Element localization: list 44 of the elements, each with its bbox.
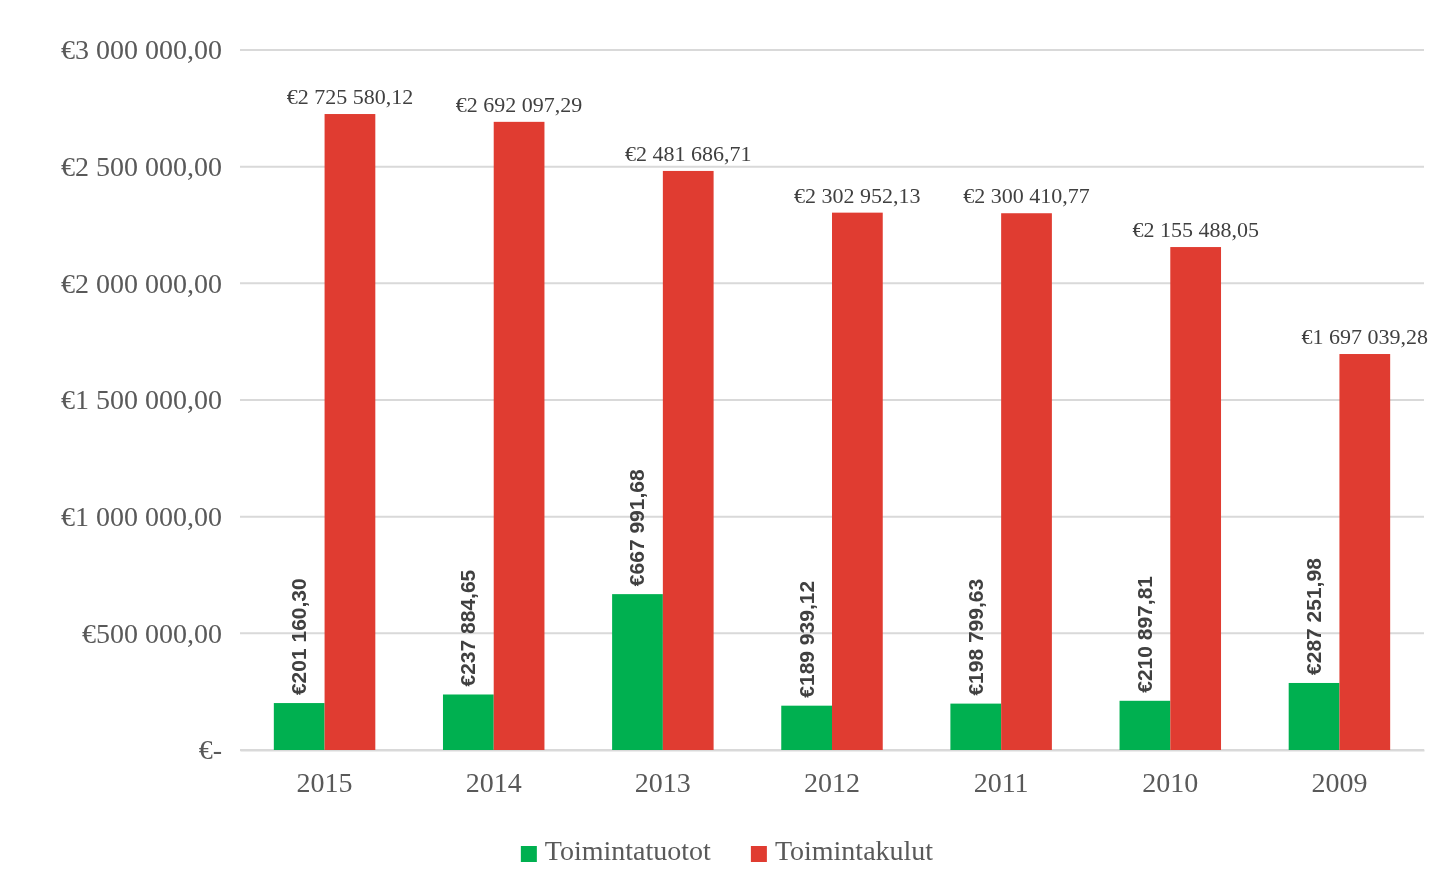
data-label: €2 302 952,13 [794,182,921,208]
x-tick-label: 2010 [1142,766,1199,798]
y-tick-label: €1 000 000,00 [61,501,222,533]
y-tick-label: €2 000 000,00 [61,267,222,299]
bar [781,705,832,750]
bar [950,703,1002,750]
data-label: €2 692 097,29 [455,91,583,117]
bar [442,694,494,750]
y-tick-label: €2 500 000,00 [61,151,222,183]
y-tick-label: €500 000,00 [82,617,222,649]
bar [662,170,714,750]
x-tick-label: 2015 [296,766,353,798]
bar [612,594,663,750]
bar [493,121,545,750]
data-label: €189 939,12 [794,580,818,698]
x-tick-label: 2013 [634,766,691,798]
legend-label: Toimintatuotot [544,835,712,866]
y-tick-label: €- [198,734,222,766]
bar [1119,700,1171,750]
data-label: €2 481 686,71 [624,140,752,166]
data-label: €287 251,98 [1302,557,1326,675]
x-tick-label: 2009 [1311,766,1368,798]
bar [1339,354,1391,750]
legend-label: Toimintakulut [774,835,934,866]
data-label: €667 991,68 [625,469,649,587]
data-label: €198 799,63 [963,578,987,696]
data-label: €237 884,65 [456,569,480,687]
data-label: €2 155 488,05 [1132,217,1259,243]
bar [832,212,883,750]
bar [1001,213,1052,750]
data-label: €201 160,30 [287,578,311,696]
x-tick-label: 2012 [804,766,860,798]
data-label: €210 897,81 [1132,575,1156,693]
y-tick-label: €3 000 000,00 [61,34,222,66]
x-tick-label: 2011 [973,766,1029,798]
y-tick-label: €1 500 000,00 [61,384,222,416]
data-label: €2 300 410,77 [963,183,1090,209]
bar [1288,682,1340,750]
x-tick-label: 2014 [465,766,522,798]
bar [324,114,376,750]
data-label: €2 725 580,12 [286,84,414,110]
bar [273,703,325,750]
bar [1170,247,1222,750]
data-label: €1 697 039,28 [1301,324,1429,350]
